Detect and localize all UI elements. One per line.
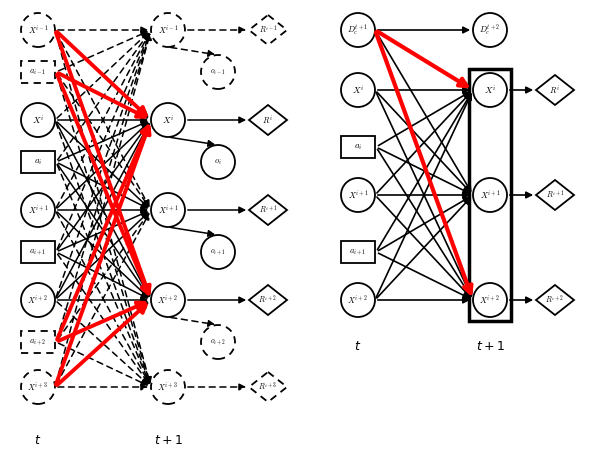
Text: $t$: $t$: [34, 433, 41, 446]
Text: $R^{i+1}$: $R^{i+1}$: [545, 188, 565, 201]
Bar: [469, 69, 511, 321]
Text: $X^i$: $X^i$: [162, 113, 174, 127]
Text: $X^{i+3}$: $X^{i+3}$: [157, 381, 179, 394]
Text: $X^{i+2}$: $X^{i+2}$: [347, 293, 368, 306]
Text: $D_c^{t+1}$: $D_c^{t+1}$: [347, 23, 368, 37]
Circle shape: [151, 283, 185, 317]
Text: $a_{i-1}$: $a_{i-1}$: [29, 67, 47, 77]
Polygon shape: [249, 15, 287, 45]
Circle shape: [201, 55, 235, 89]
Text: $X^i$: $X^i$: [352, 83, 364, 97]
Text: $X^{i+2}$: $X^{i+2}$: [28, 293, 49, 306]
Text: $R^{i-1}$: $R^{i-1}$: [259, 24, 277, 36]
Text: $R^{i+2}$: $R^{i+2}$: [259, 294, 278, 306]
Circle shape: [201, 145, 235, 179]
Text: $o_{i-1}$: $o_{i-1}$: [210, 67, 226, 77]
Bar: [21, 151, 55, 173]
Text: $R^{i+2}$: $R^{i+2}$: [545, 294, 565, 306]
Polygon shape: [249, 285, 287, 315]
Circle shape: [21, 193, 55, 227]
Circle shape: [21, 103, 55, 137]
Text: $a_{i+1}$: $a_{i+1}$: [349, 247, 367, 257]
Text: $X^{i+3}$: $X^{i+3}$: [28, 381, 49, 394]
Text: $X^i$: $X^i$: [484, 83, 496, 97]
Circle shape: [21, 13, 55, 47]
Circle shape: [151, 13, 185, 47]
Text: $X^{i-1}$: $X^{i-1}$: [28, 24, 49, 36]
Circle shape: [341, 73, 375, 107]
Text: $R^i$: $R^i$: [550, 84, 560, 97]
Circle shape: [341, 13, 375, 47]
Text: $a_{i+1}$: $a_{i+1}$: [29, 247, 47, 257]
Circle shape: [341, 178, 375, 212]
Text: $o_{i+2}$: $o_{i+2}$: [210, 337, 226, 347]
Circle shape: [473, 178, 507, 212]
Bar: [341, 136, 375, 158]
Text: $a_{i+2}$: $a_{i+2}$: [29, 337, 47, 347]
Circle shape: [341, 283, 375, 317]
Circle shape: [473, 73, 507, 107]
Bar: [21, 331, 55, 353]
Bar: [21, 61, 55, 83]
Bar: [341, 241, 375, 263]
Text: $o_{i+1}$: $o_{i+1}$: [210, 247, 226, 257]
Text: $X^{i+2}$: $X^{i+2}$: [479, 293, 500, 306]
Circle shape: [201, 235, 235, 269]
Text: $t$: $t$: [355, 340, 362, 353]
Text: $X^{i+1}$: $X^{i+1}$: [28, 203, 49, 217]
Polygon shape: [249, 105, 287, 135]
Circle shape: [151, 193, 185, 227]
Text: $o_i$: $o_i$: [214, 157, 222, 167]
Text: $X^{i+1}$: $X^{i+1}$: [347, 188, 368, 201]
Polygon shape: [249, 372, 287, 402]
Text: $X^{i-1}$: $X^{i-1}$: [158, 24, 178, 36]
Text: $X^i$: $X^i$: [32, 113, 44, 127]
Text: $R^{i+1}$: $R^{i+1}$: [259, 204, 277, 216]
Text: $t+1$: $t+1$: [154, 433, 182, 446]
Circle shape: [201, 325, 235, 359]
Text: $X^{i+2}$: $X^{i+2}$: [157, 293, 179, 306]
Text: $X^{i+1}$: $X^{i+1}$: [158, 203, 178, 217]
Bar: [21, 241, 55, 263]
Circle shape: [473, 13, 507, 47]
Text: $R^i$: $R^i$: [262, 114, 274, 127]
Circle shape: [21, 283, 55, 317]
Circle shape: [21, 370, 55, 404]
Text: $X^{i+1}$: $X^{i+1}$: [479, 188, 500, 201]
Polygon shape: [536, 75, 574, 105]
Circle shape: [151, 370, 185, 404]
Polygon shape: [249, 195, 287, 225]
Polygon shape: [536, 285, 574, 315]
Text: $a_i$: $a_i$: [34, 157, 43, 167]
Text: $t+1$: $t+1$: [476, 340, 505, 353]
Text: $R^{i+3}$: $R^{i+3}$: [259, 381, 278, 393]
Text: $D_c^{t+2}$: $D_c^{t+2}$: [479, 23, 500, 37]
Polygon shape: [536, 180, 574, 210]
Circle shape: [473, 283, 507, 317]
Circle shape: [151, 103, 185, 137]
Text: $a_i$: $a_i$: [353, 142, 362, 152]
